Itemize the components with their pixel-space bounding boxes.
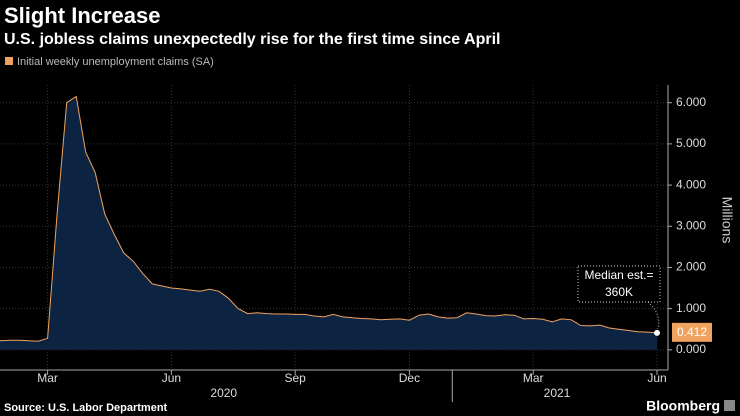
value-label-box <box>672 322 712 342</box>
x-tick-label: Sep <box>284 371 306 385</box>
value-label: 0.412 <box>677 325 707 339</box>
y-tick-label: 3.000 <box>676 218 706 232</box>
annotation-arrow <box>647 301 660 329</box>
y-tick-label: 4.000 <box>676 177 706 191</box>
y-tick-label: 0.000 <box>676 342 706 356</box>
y-tick-label: 5.000 <box>676 136 706 150</box>
y-tick-label: 6.000 <box>676 95 706 109</box>
legend-swatch <box>5 57 13 65</box>
annotation-text: 360K <box>605 285 633 299</box>
x-group-label: 2021 <box>544 386 571 400</box>
area <box>0 96 657 350</box>
legend-label: Initial weekly unemployment claims (SA) <box>17 56 214 68</box>
annotation-box <box>577 265 661 303</box>
last-point <box>654 329 660 336</box>
y-axis-label: Millions <box>719 197 735 244</box>
chart-title: Slight Increase <box>4 3 161 28</box>
line <box>0 95 658 342</box>
x-tick-label: Dec <box>399 371 420 385</box>
y-tick-label: 1.000 <box>676 301 706 315</box>
annotation-text: Median est.= <box>584 268 653 282</box>
x-tick-label: Mar <box>523 371 544 385</box>
x-tick-label: Mar <box>37 371 58 385</box>
x-group-label: 2020 <box>210 386 237 400</box>
brand: Bloomberg <box>646 398 720 414</box>
brand-icon <box>724 400 735 411</box>
x-tick-label: Jun <box>162 371 181 385</box>
x-tick-label: Jun <box>647 371 666 385</box>
chart-subtitle: U.S. jobless claims unexpectedly rise fo… <box>4 31 500 48</box>
source: Source: U.S. Labor Department <box>4 402 168 414</box>
y-tick-label: 2.000 <box>676 260 706 274</box>
